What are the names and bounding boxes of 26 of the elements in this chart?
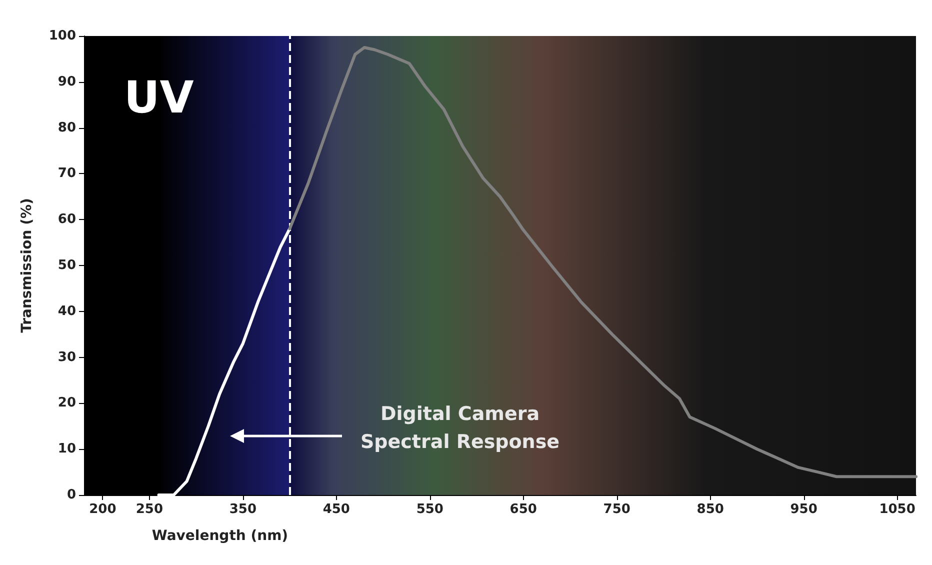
- x-tick-label: 950: [790, 502, 818, 517]
- y-tick-label: 20: [58, 396, 76, 411]
- y-tick-label: 80: [58, 120, 76, 136]
- y-tick-label: 60: [58, 212, 76, 228]
- x-tick-label: 350: [229, 502, 256, 517]
- x-tick-label: 450: [322, 502, 350, 517]
- x-tick-label: 1050: [879, 502, 916, 517]
- line-series: [288, 46, 918, 478]
- y-tick-label: 50: [58, 258, 76, 273]
- y-tick-label: 90: [58, 74, 76, 90]
- x-tick-label: 650: [510, 502, 537, 517]
- y-tick-label: 70: [58, 166, 76, 182]
- annotation: Digital Camera Spectral Response: [360, 403, 560, 453]
- band-label: UV: [124, 72, 194, 124]
- y-tick-label: 40: [58, 304, 76, 319]
- x-axis-title: Wavelength (nm): [152, 528, 288, 544]
- y-tick-label: 0: [66, 488, 76, 502]
- y-tick-label: 100: [48, 28, 76, 44]
- y-tick-label: 10: [58, 442, 76, 457]
- x-tick-label: 200: [89, 502, 116, 517]
- x-tick-label: 850: [696, 502, 724, 517]
- y-tick-label: 30: [58, 350, 76, 365]
- x-tick-label: 550: [416, 502, 444, 517]
- y-axis-title: Transmission (%): [19, 198, 35, 333]
- x-tick-label: 750: [603, 502, 630, 517]
- x-tick-label: 250: [136, 502, 164, 517]
